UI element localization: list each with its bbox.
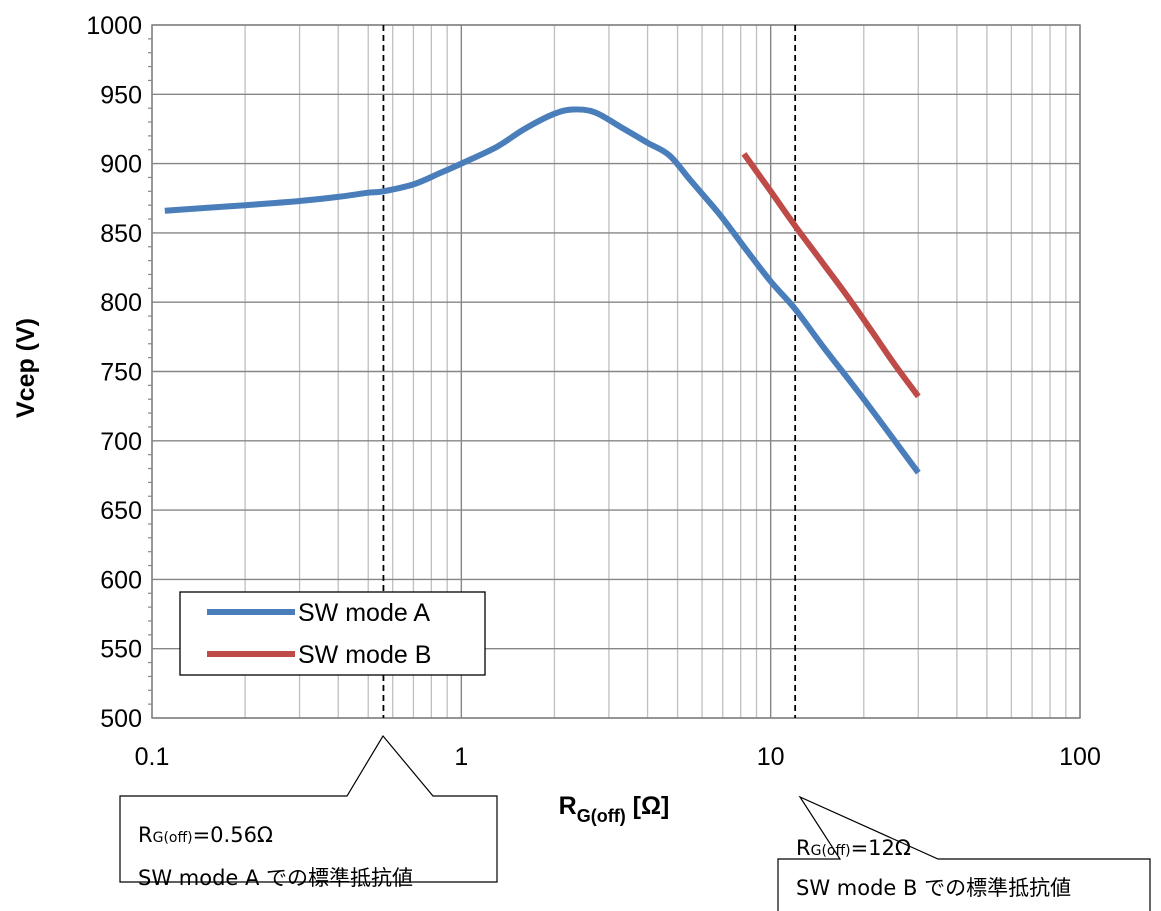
y-tick-label: 800 [100,289,142,317]
series-layer [164,106,921,475]
legend: SW mode A SW mode B [179,591,486,676]
y-tick-label: 750 [100,359,142,387]
y-axis-tick-labels: 500 550 600 650 700 750 800 850 900 950 1000 [86,12,142,733]
y-tick-label: 650 [100,497,142,525]
y-tick-label: 500 [100,705,142,733]
plot-area-frame [151,24,1081,719]
callout-value-mode-b: RG(off)=12Ω [796,836,911,860]
y-tick-label: 600 [100,566,142,594]
callout-value-mode-a: RG(off)=0.56Ω [138,823,273,847]
x-axis-title-unit: [Ω] [626,792,670,820]
x-tick-label: 1 [454,743,468,771]
x-tick-label: 0.1 [135,743,170,771]
legend-label-sw-mode-b: SW mode B [298,641,431,669]
x-axis-title-main: R [559,792,577,820]
series-line-sw-mode-a [164,106,921,475]
x-tick-label: 10 [757,743,785,771]
y-tick-label: 850 [100,220,142,248]
y-axis-title: Vcep (V) [12,318,40,418]
callout-box-mode-b [777,795,1151,911]
y-tick-label: 950 [100,81,142,109]
x-axis-title-subscript: G(off) [577,806,626,826]
callout-mode-b: RG(off)=12Ω SW mode B での標準抵抗値 [777,795,1151,911]
y-tick-label: 900 [100,151,142,179]
callout-box-mode-a [119,734,498,883]
legend-box [179,591,486,676]
legend-label-sw-mode-a: SW mode A [298,599,430,627]
reference-lines [382,25,797,718]
y-tick-label: 1000 [86,12,142,40]
callout-desc-mode-a: SW mode A での標準抵抗値 [138,866,413,890]
callout-mode-a: RG(off)=0.56Ω SW mode A での標準抵抗値 [119,734,498,890]
x-tick-label: 100 [1059,743,1101,771]
series-line-sw-mode-b [741,152,921,399]
y-tick-label: 550 [100,636,142,664]
y-tick-label: 700 [100,428,142,456]
x-axis-tick-labels: 0.1 1 10 100 [135,743,1101,771]
callout-desc-mode-b: SW mode B での標準抵抗値 [796,876,1071,900]
x-axis-title: RG(off) [Ω] [559,792,670,826]
